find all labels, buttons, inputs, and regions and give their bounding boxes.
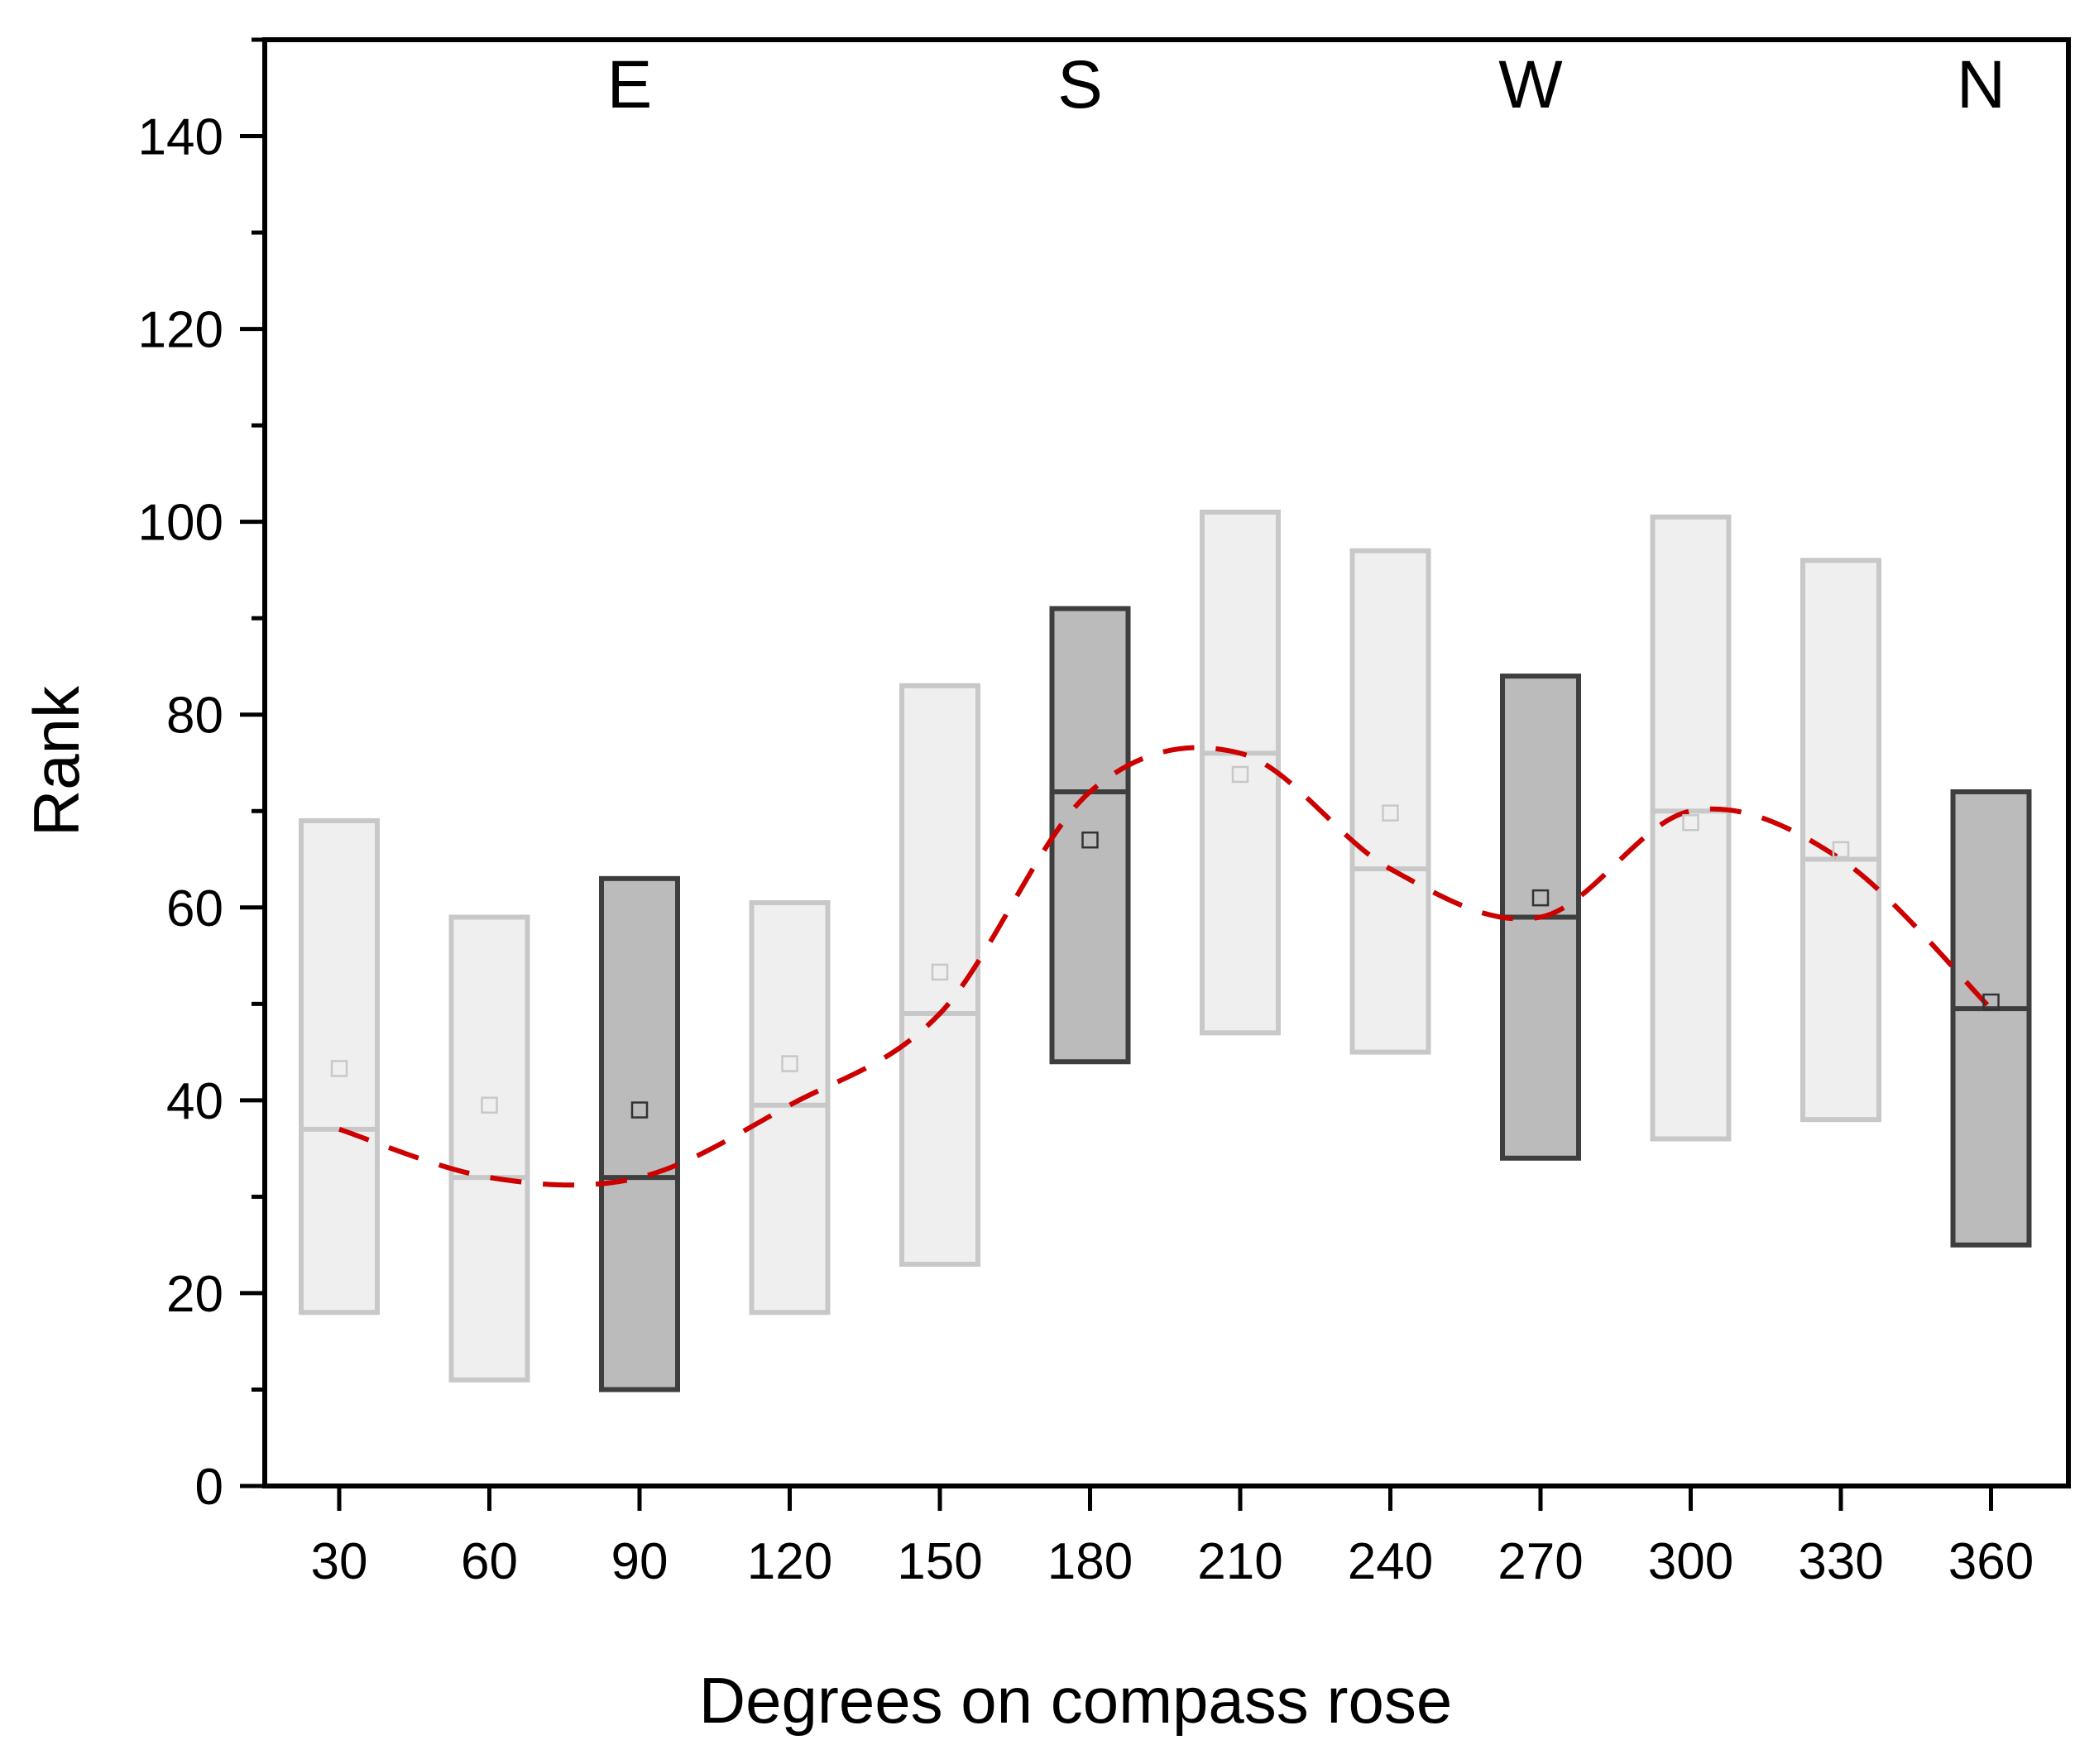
mean-marker-30 xyxy=(330,1060,348,1077)
mean-marker-300 xyxy=(1682,814,1699,832)
y-tick-label-60: 60 xyxy=(166,880,223,937)
box-60 xyxy=(448,914,530,1383)
y-tick-label-0: 0 xyxy=(195,1459,223,1516)
box-210 xyxy=(1200,510,1281,1036)
mean-marker-360 xyxy=(1982,993,2000,1011)
plot-frame xyxy=(262,37,2071,1488)
mean-marker-240 xyxy=(1382,804,1399,822)
box-300 xyxy=(1650,514,1732,1142)
box-240 xyxy=(1349,548,1431,1055)
box-150 xyxy=(899,683,980,1267)
compass-label-s: S xyxy=(1057,47,1103,122)
box-180 xyxy=(1049,606,1131,1065)
x-tick-label-180: 180 xyxy=(1047,1533,1133,1590)
mean-marker-210 xyxy=(1231,765,1249,784)
x-tick-label-90: 90 xyxy=(611,1533,669,1590)
mean-marker-330 xyxy=(1832,841,1850,859)
box-90 xyxy=(599,875,680,1393)
box-30 xyxy=(299,817,380,1316)
axes-layer xyxy=(240,37,2071,1511)
y-tick-label-120: 120 xyxy=(138,302,223,359)
x-tick-label-360: 360 xyxy=(1948,1533,2034,1590)
x-tick-label-120: 120 xyxy=(747,1533,832,1590)
labels-layer: 0 20 40 60 80 100 120 140 30 60 90 120 150 180 210 240 2… xyxy=(138,47,2034,1590)
trend-layer xyxy=(338,745,1993,1188)
y-tick-label-20: 20 xyxy=(166,1266,223,1323)
boxes-layer xyxy=(299,510,2032,1393)
y-axis-title: Rank xyxy=(20,685,93,836)
box-330 xyxy=(1800,558,1881,1123)
mean-marker-90 xyxy=(630,1101,649,1119)
compass-label-n: N xyxy=(1957,47,2006,122)
x-tick-label-60: 60 xyxy=(461,1533,518,1590)
x-tick-label-240: 240 xyxy=(1348,1533,1433,1590)
x-tick-label-330: 330 xyxy=(1798,1533,1883,1590)
mean-marker-60 xyxy=(481,1096,498,1114)
mean-marker-270 xyxy=(1531,889,1550,907)
x-tick-label-270: 270 xyxy=(1498,1533,1583,1590)
x-tick-label-210: 210 xyxy=(1197,1533,1282,1590)
box-360 xyxy=(1950,789,2032,1248)
y-tick-label-100: 100 xyxy=(138,495,223,552)
y-tick-label-140: 140 xyxy=(138,109,223,166)
x-tick-label-300: 300 xyxy=(1648,1533,1733,1590)
compass-label-e: E xyxy=(607,47,653,122)
compass-label-w: W xyxy=(1498,47,1563,122)
x-axis-title: Degrees on compass rose xyxy=(699,1664,1452,1737)
mean-marker-120 xyxy=(781,1055,798,1072)
y-tick-label-40: 40 xyxy=(166,1073,223,1130)
x-tick-label-30: 30 xyxy=(311,1533,368,1590)
trend-line xyxy=(338,745,1993,1188)
mean-marker-180 xyxy=(1081,831,1099,849)
x-tick-label-150: 150 xyxy=(897,1533,982,1590)
mean-marker-150 xyxy=(931,963,949,981)
y-tick-label-80: 80 xyxy=(166,688,223,745)
means-layer xyxy=(330,765,2000,1119)
